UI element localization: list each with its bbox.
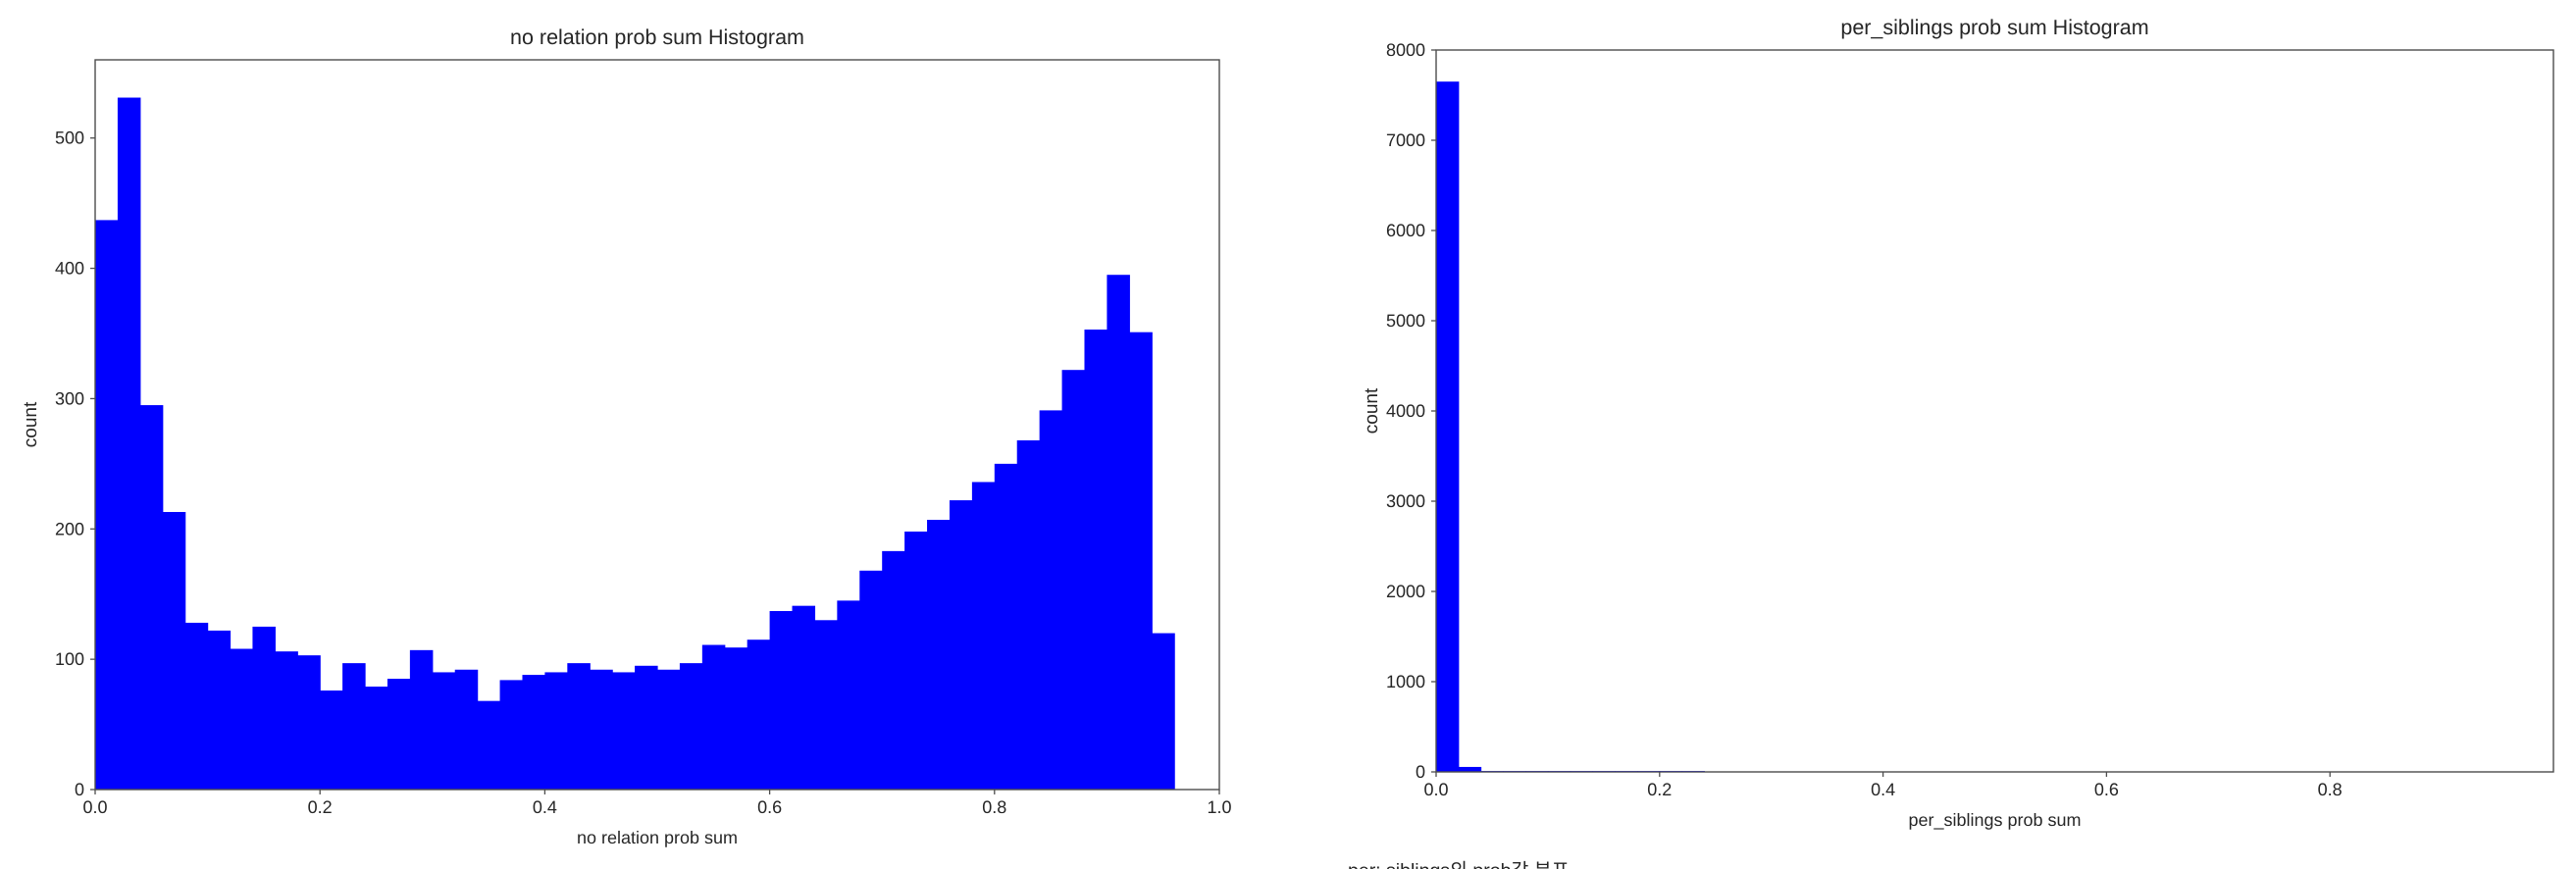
svg-text:0.2: 0.2: [308, 797, 333, 817]
svg-text:0: 0: [1416, 762, 1425, 782]
svg-text:8000: 8000: [1386, 40, 1425, 60]
svg-text:per_siblings prob sum Histogra: per_siblings prob sum Histogram: [1840, 16, 2148, 39]
svg-text:0.0: 0.0: [82, 797, 107, 817]
svg-text:5000: 5000: [1386, 311, 1425, 331]
svg-text:per_siblings prob sum: per_siblings prob sum: [1908, 810, 2081, 830]
svg-text:2000: 2000: [1386, 582, 1425, 601]
svg-text:no relation prob sum Histogram: no relation prob sum Histogram: [510, 26, 804, 49]
svg-text:count: count: [21, 401, 41, 447]
svg-text:0.6: 0.6: [757, 797, 782, 817]
svg-text:6000: 6000: [1386, 221, 1425, 240]
svg-text:400: 400: [55, 259, 84, 279]
svg-text:count: count: [1362, 387, 1382, 434]
svg-text:1.0: 1.0: [1207, 797, 1231, 817]
svg-text:0.4: 0.4: [1871, 780, 1895, 799]
svg-text:1000: 1000: [1386, 672, 1425, 691]
svg-text:no relation prob sum: no relation prob sum: [577, 828, 738, 847]
svg-text:100: 100: [55, 649, 84, 669]
svg-text:0.8: 0.8: [982, 797, 1006, 817]
svg-text:0: 0: [75, 780, 84, 799]
svg-text:0.6: 0.6: [2094, 780, 2119, 799]
svg-text:300: 300: [55, 388, 84, 408]
svg-text:0.2: 0.2: [1647, 780, 1672, 799]
svg-text:0.4: 0.4: [533, 797, 557, 817]
svg-text:0.8: 0.8: [2318, 780, 2343, 799]
svg-text:3000: 3000: [1386, 491, 1425, 511]
svg-text:200: 200: [55, 519, 84, 538]
svg-text:4000: 4000: [1386, 401, 1425, 421]
svg-text:7000: 7000: [1386, 130, 1425, 150]
svg-text:500: 500: [55, 128, 84, 148]
svg-text:0.0: 0.0: [1423, 780, 1448, 799]
